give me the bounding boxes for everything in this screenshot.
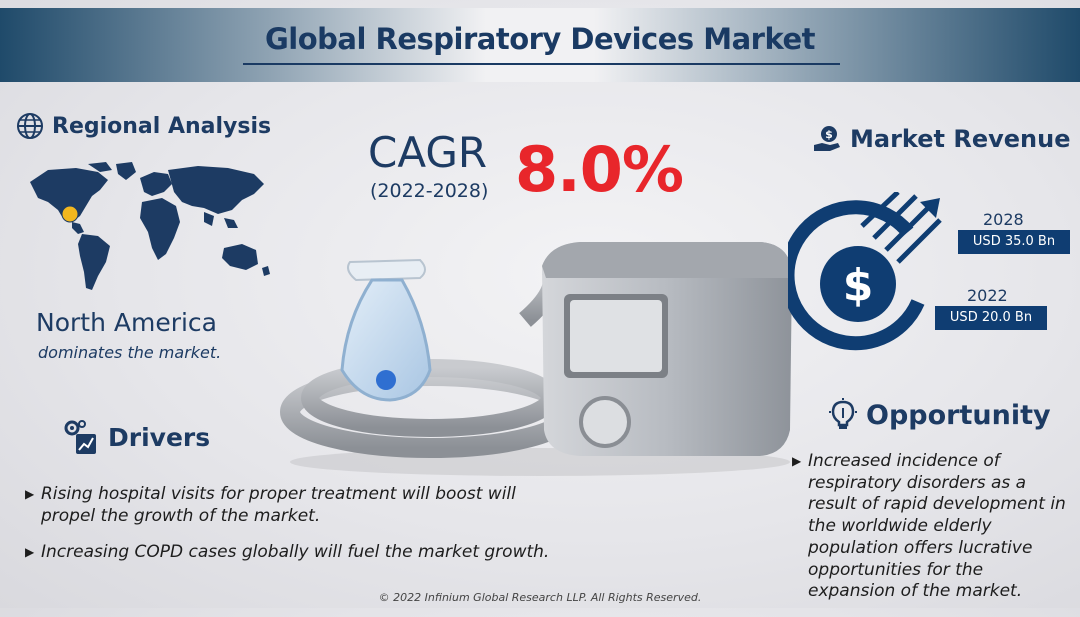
- drivers-label: Drivers: [108, 422, 211, 452]
- svg-text:$: $: [843, 260, 874, 311]
- revenue-year-start: 2022: [967, 286, 1008, 305]
- cagr-period: (2022-2028): [370, 180, 489, 202]
- opportunity-heading: Opportunity: [828, 398, 1051, 432]
- list-item: ▶ Increasing COPD cases globally will fu…: [25, 541, 555, 563]
- svg-text:$: $: [825, 128, 833, 141]
- regional-analysis-heading: Regional Analysis: [16, 112, 271, 140]
- revenue-value-start: USD 20.0 Bn: [935, 306, 1047, 330]
- region-tagline: dominates the market.: [38, 343, 222, 362]
- region-name: North America: [36, 308, 217, 337]
- gears-chart-icon: [64, 420, 96, 454]
- page-title: Global Respiratory Devices Market: [264, 22, 816, 56]
- market-revenue-heading: $ Market Revenue: [812, 125, 1070, 153]
- opportunity-text: Increased incidence of respiratory disor…: [808, 451, 1066, 602]
- driver-text: Rising hospital visits for proper treatm…: [41, 484, 516, 526]
- regional-analysis-label: Regional Analysis: [52, 113, 272, 139]
- world-map: [30, 162, 270, 290]
- list-item: ▶ Rising hospital visits for proper trea…: [25, 483, 555, 527]
- cagr-label: CAGR: [368, 128, 488, 177]
- market-revenue-label: Market Revenue: [850, 125, 1071, 153]
- bullet-arrow-icon: ▶: [25, 487, 35, 501]
- north-america-marker: [61, 205, 79, 223]
- revenue-year-end: 2028: [983, 210, 1024, 229]
- opportunity-list: ▶ Increased incidence of respiratory dis…: [792, 451, 1072, 617]
- copyright-footer: © 2022 Infinium Global Research LLP. All…: [378, 591, 702, 604]
- revenue-value-end: USD 35.0 Bn: [958, 230, 1070, 254]
- drivers-list: ▶ Rising hospital visits for proper trea…: [25, 483, 555, 577]
- title-underline: [243, 63, 840, 65]
- list-item: ▶ Increased incidence of respiratory dis…: [792, 451, 1072, 603]
- drivers-heading: Drivers: [62, 418, 210, 456]
- globe-icon: [17, 113, 43, 139]
- money-hand-icon: $: [814, 126, 840, 151]
- driver-text: Increasing COPD cases globally will fuel…: [41, 542, 550, 562]
- bullet-arrow-icon: ▶: [25, 545, 35, 559]
- title-banner: [0, 8, 1080, 82]
- lightbulb-icon: [829, 398, 857, 429]
- cagr-value: 8.0%: [515, 133, 684, 206]
- bullet-arrow-icon: ▶: [792, 454, 802, 468]
- cpap-device-illustration: [280, 242, 792, 476]
- opportunity-label: Opportunity: [866, 399, 1051, 431]
- dollar-arrow-icon: $: [788, 192, 942, 351]
